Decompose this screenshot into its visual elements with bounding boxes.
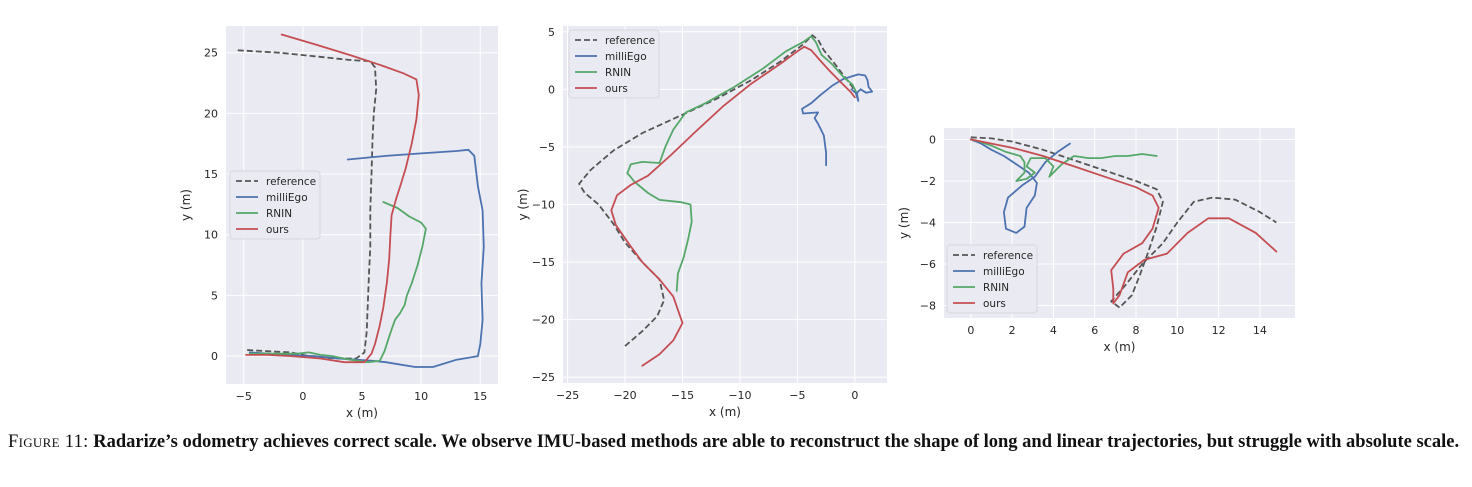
legend-label-milliego: milliEgo [605,51,647,63]
y-tick-label: −6 [920,258,936,271]
y-tick-label: 15 [204,168,218,181]
legend-label-ours: ours [266,224,289,236]
legend-label-ours: ours [605,83,628,95]
legend: reference milliEgo RNIN ours [568,29,660,99]
x-tick-label: 14 [1253,324,1267,337]
series-line-ours [245,33,420,364]
chart-panel-2: −25 −20 −15 −10 −5 0 −25 −20 −15 −10 −5 0 5 x (m) y (m… [516,26,887,419]
series-line-reference [237,49,378,360]
chart-panel-3: 0 2 4 6 8 10 12 14 −8 −6 −4 −2 0 x (m) y (m) reference m… [897,128,1295,354]
legend-box [568,29,660,99]
x-tick-label: 15 [473,390,487,403]
y-tick-label: −4 [920,216,936,229]
legend-label-milliego: milliEgo [266,192,308,204]
x-tick-label: 12 [1212,324,1226,337]
x-tick-label: 0 [851,389,858,402]
series-line-milliego [801,73,873,167]
y-tick-label: 0 [211,350,218,363]
series-line-rnin [969,138,1158,182]
legend: reference milliEgo RNIN ours [946,244,1038,314]
y-tick-label: −5 [539,141,555,154]
series-line-ours [610,45,856,367]
figure-11: −5 0 5 10 15 0 5 10 15 20 25 x (m) y (m) reference mil… [179,26,1295,420]
y-axis-label: y (m) [897,207,911,239]
y-tick-label: −20 [532,314,555,327]
x-axis-label: x (m) [1104,340,1136,354]
x-axis-label: x (m) [709,405,741,419]
x-tick-label: −20 [613,389,636,402]
x-tick-label: 5 [359,390,366,403]
y-axis-label: y (m) [516,189,530,221]
x-tick-label: 10 [414,390,428,403]
x-tick-label: 8 [1133,324,1140,337]
caption-label: Figure 11: [8,432,89,452]
legend-label-rnin: RNIN [983,282,1009,294]
x-tick-label: 4 [1050,324,1057,337]
y-tick-label: −2 [920,175,936,188]
chart-panel-1: −5 0 5 10 15 0 5 10 15 20 25 x (m) y (m) reference mil… [179,26,498,420]
x-tick-label: 6 [1091,324,1098,337]
legend-box [946,244,1038,314]
y-tick-label: −25 [532,371,555,384]
legend-label-milliego: milliEgo [983,266,1025,278]
series-line-milliego [969,138,1071,234]
y-tick-label: −15 [532,256,555,269]
y-tick-label: 0 [929,133,936,146]
figure-caption: Figure 11: Radarize’s odometry achieves … [8,430,1468,454]
series-line-ours [969,138,1278,305]
y-axis-label: y (m) [179,189,193,221]
y-tick-label: −10 [532,199,555,212]
legend-box [229,170,321,240]
legend: reference milliEgo RNIN ours [229,170,321,240]
caption-text: Radarize’s odometry achieves correct sca… [93,432,1460,452]
x-tick-label: 0 [967,324,974,337]
legend-label-reference: reference [983,250,1033,262]
x-tick-label: 10 [1170,324,1184,337]
x-tick-label: −5 [789,389,805,402]
legend-label-rnin: RNIN [266,208,292,220]
x-tick-label: 0 [299,390,306,403]
y-tick-label: 5 [211,289,218,302]
legend-label-rnin: RNIN [605,67,631,79]
y-tick-label: 25 [204,47,218,60]
x-tick-label: −10 [728,389,751,402]
y-tick-label: 0 [548,83,555,96]
x-tick-label: 2 [1009,324,1016,337]
x-tick-label: −5 [236,390,252,403]
legend-label-reference: reference [266,176,316,188]
legend-label-reference: reference [605,35,655,47]
y-tick-label: 20 [204,107,218,120]
series-line-rnin [626,35,857,292]
y-tick-label: −8 [920,300,936,313]
y-tick-label: 10 [204,229,218,242]
x-axis-label: x (m) [346,406,378,420]
x-tick-label: −25 [556,389,579,402]
series-line-rnin [248,201,427,364]
y-tick-label: 5 [548,26,555,39]
x-tick-label: −15 [671,389,694,402]
legend-label-ours: ours [983,298,1006,310]
